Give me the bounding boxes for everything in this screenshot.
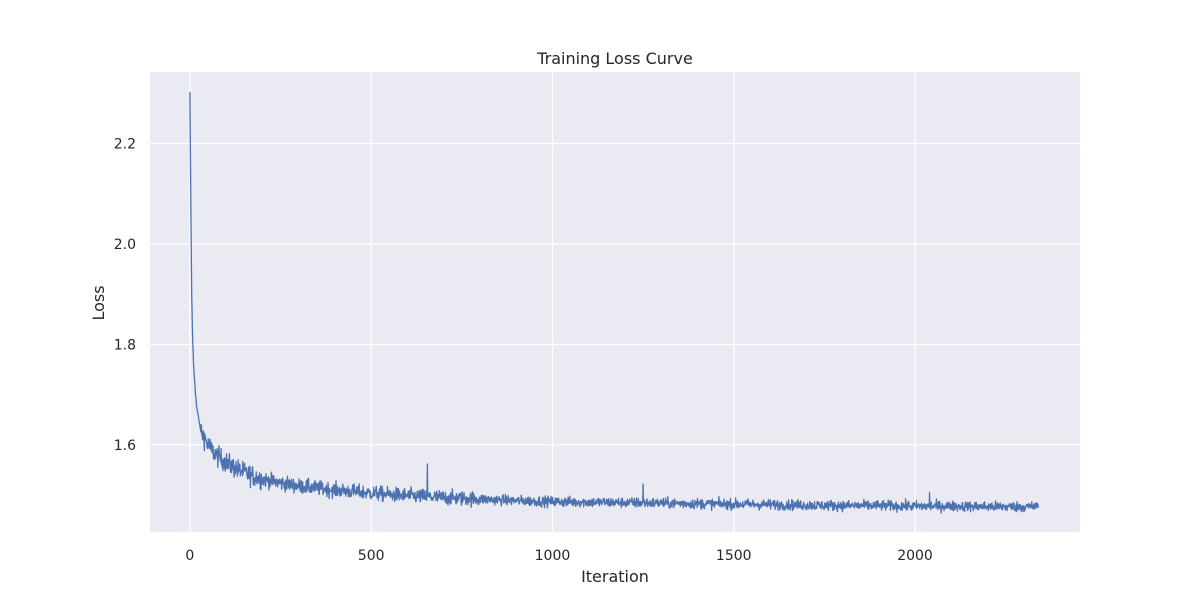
loss-series-line — [189, 91, 1039, 514]
x-tick-label: 2000 — [897, 548, 933, 564]
y-tick-label: 1.8 — [114, 337, 136, 353]
x-tick-label: 0 — [185, 548, 194, 564]
chart-title: Training Loss Curve — [536, 49, 693, 68]
y-tick-label: 2.0 — [114, 237, 136, 253]
x-tick-label: 1500 — [716, 548, 752, 564]
x-tick-labels: 0 500 1000 1500 2000 — [185, 548, 932, 564]
y-tick-label: 2.2 — [114, 137, 136, 153]
x-tick-label: 1000 — [535, 548, 571, 564]
y-axis-label: Loss — [89, 285, 108, 320]
x-axis-label: Iteration — [581, 567, 649, 586]
grid-lines — [150, 72, 1080, 532]
x-tick-label: 500 — [358, 548, 385, 564]
y-tick-label: 1.6 — [114, 438, 136, 454]
y-tick-labels: 1.6 1.8 2.0 2.2 — [114, 137, 136, 454]
plot-background — [150, 72, 1080, 532]
